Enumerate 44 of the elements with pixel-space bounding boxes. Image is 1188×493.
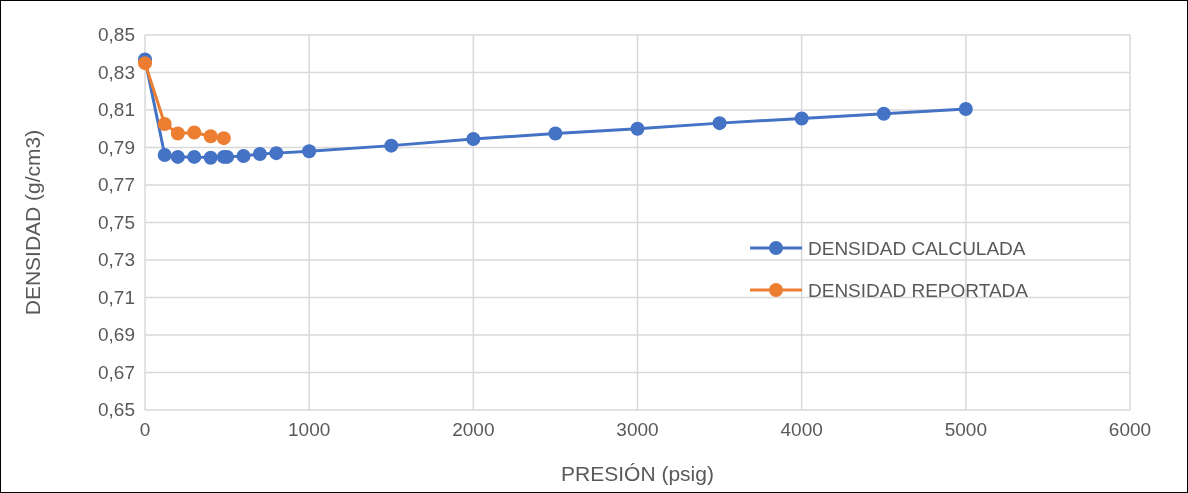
x-tick-label: 4000 bbox=[780, 419, 823, 440]
y-axis-title: DENSIDAD (g/cm3) bbox=[21, 129, 44, 316]
x-tick-label: 6000 bbox=[1108, 419, 1152, 440]
y-tick-label: 0,85 bbox=[98, 24, 135, 45]
x-tick-label: 2000 bbox=[452, 419, 495, 440]
point bbox=[958, 102, 973, 117]
y-tick-label: 0,81 bbox=[98, 99, 135, 120]
x-axis-title: PRESIÓN (psig) bbox=[561, 462, 714, 485]
y-tick-label: 0,83 bbox=[98, 61, 135, 83]
legend-label: DENSIDAD CALCULADA bbox=[808, 238, 1026, 259]
y-tick-label: 0,71 bbox=[98, 286, 135, 308]
point bbox=[384, 138, 399, 153]
point bbox=[252, 147, 267, 162]
y-tick-label: 0,75 bbox=[98, 211, 135, 233]
point bbox=[876, 106, 891, 121]
point bbox=[170, 149, 185, 164]
point bbox=[269, 146, 284, 161]
point bbox=[187, 125, 202, 140]
x-tick-label: 1000 bbox=[288, 419, 331, 440]
y-tick-label: 0,69 bbox=[98, 324, 135, 345]
point bbox=[630, 121, 645, 136]
y-tick-label: 0,79 bbox=[98, 136, 135, 158]
y-tick-label: 0,77 bbox=[98, 174, 135, 195]
point bbox=[794, 111, 809, 126]
x-tick-label: 3000 bbox=[616, 419, 659, 440]
point bbox=[712, 116, 727, 131]
point bbox=[203, 150, 218, 165]
x-tick-label: 5000 bbox=[944, 419, 987, 440]
x-tick-label: 0 bbox=[139, 419, 151, 440]
point bbox=[302, 144, 317, 159]
legend-label: DENSIDAD REPORTADA bbox=[808, 280, 1029, 301]
point bbox=[466, 132, 481, 147]
point bbox=[157, 117, 172, 132]
point bbox=[157, 148, 172, 162]
y-tick-label: 0,67 bbox=[98, 361, 135, 383]
point bbox=[138, 56, 152, 71]
point bbox=[236, 148, 251, 163]
y-tick-label: 0,65 bbox=[98, 399, 135, 420]
point bbox=[187, 149, 202, 164]
point bbox=[203, 129, 218, 144]
point bbox=[170, 126, 185, 141]
point bbox=[216, 131, 231, 146]
point bbox=[548, 126, 563, 141]
y-tick-label: 0,73 bbox=[98, 249, 135, 270]
